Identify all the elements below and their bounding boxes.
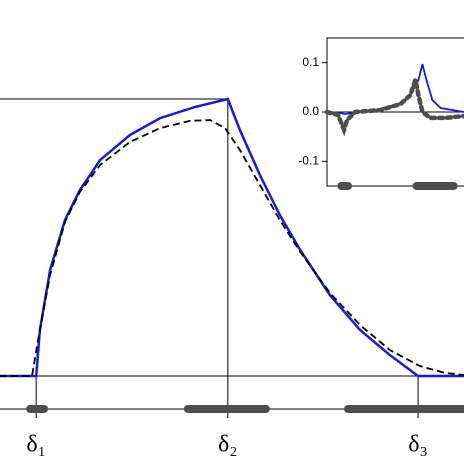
delta-label: δ₂ [218, 432, 238, 458]
delta-label: δ₁ [26, 432, 46, 458]
y-tick-label: 0.1 [302, 55, 319, 69]
y-tick-label: -0.1 [298, 154, 319, 168]
data-line [0, 97, 464, 378]
y-tick-label: 0.0 [302, 104, 319, 118]
delta-label: δ₃ [408, 432, 428, 458]
data-line [0, 119, 464, 377]
data-line [324, 71, 464, 137]
